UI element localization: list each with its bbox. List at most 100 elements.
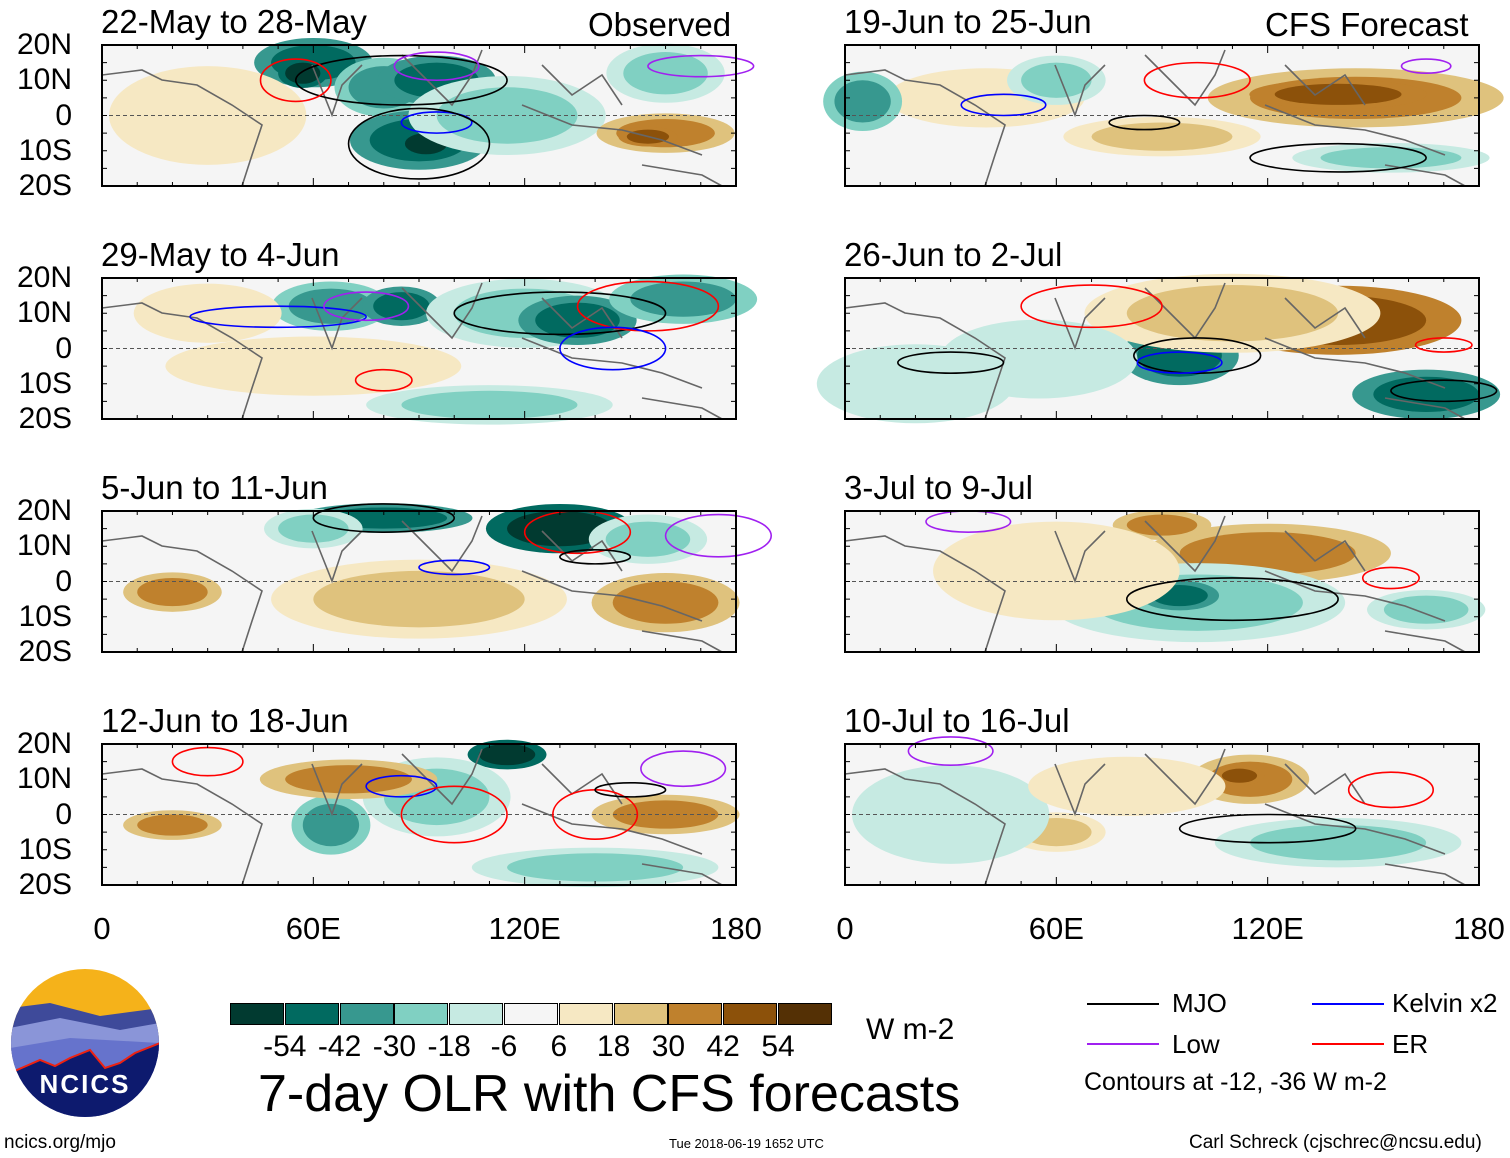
map-panel-observed-3 [101, 503, 773, 653]
colorbar-label: -6 [490, 1030, 518, 1063]
olr-anomaly-region [623, 52, 708, 95]
map-panel-observed-2 [101, 274, 758, 425]
colorbar-label: -54 [263, 1030, 307, 1063]
wave-contour [365, 774, 438, 798]
lon-label: 0 [836, 911, 854, 946]
lat-label: 10N [16, 63, 72, 97]
wave-contour [189, 305, 367, 329]
colorbar-label: 30 [651, 1030, 686, 1063]
olr-anomaly-region [154, 292, 261, 335]
observed-label: Observed [588, 6, 732, 43]
panel-title: 22-May to 28-May [101, 3, 367, 40]
wave-contour [1108, 114, 1181, 131]
olr-anomaly-region [630, 281, 737, 317]
olr-anomaly-region [834, 80, 891, 123]
lat-label: 20N [16, 727, 72, 760]
olr-anomaly-region [1056, 765, 1198, 808]
coastline [844, 49, 1466, 187]
colorbar-label: 42 [706, 1030, 740, 1063]
wave-contour [1390, 379, 1498, 403]
footer-author: Carl Schreck (cjschrec@ncsu.edu) [1189, 1132, 1482, 1153]
wave-contour [594, 781, 667, 798]
colorbar-swatch [504, 1003, 558, 1025]
legend-label-kelvin: Kelvin x2 [1392, 988, 1498, 1018]
lat-label: 0 [55, 797, 72, 831]
colorbar-swatch [284, 1003, 339, 1025]
olr-anomaly-region [137, 814, 208, 836]
wave-contour [393, 51, 480, 82]
colorbar-swatch [613, 1003, 668, 1025]
forecast-label: CFS Forecast [1265, 6, 1469, 43]
olr-anomaly-region [207, 344, 419, 388]
panel-title: 3-Jul to 9-Jul [844, 469, 1033, 506]
legend-line-low [1087, 1043, 1159, 1045]
colorbar-swatch [394, 1003, 449, 1025]
olr-anomaly-region [436, 87, 578, 144]
coastline [844, 515, 1466, 653]
wave-contour [559, 548, 632, 565]
panel-title: 5-Jun to 11-Jun [101, 469, 328, 506]
panel-title: 29-May to 4-Jun [101, 236, 340, 273]
colorbar-swatch [558, 1003, 613, 1025]
olr-anomaly-region [1383, 595, 1469, 624]
colorbar-label: 18 [596, 1030, 631, 1063]
legend-label-mjo: MJO [1172, 988, 1227, 1018]
olr-anomaly-region [605, 521, 691, 557]
wave-contour [907, 736, 994, 766]
coastline [101, 282, 723, 420]
wave-contour [640, 750, 727, 788]
lat-label: 0 [55, 98, 72, 132]
colorbar-swatch [339, 1003, 394, 1025]
lat-label: 10N [16, 762, 72, 796]
lat-label: 20S [18, 169, 72, 202]
svg-text:NCICS: NCICS [40, 1069, 131, 1099]
olr-anomaly-region [288, 288, 374, 324]
legend-label-low: Low [1172, 1029, 1220, 1059]
colorbar-swatch [723, 1003, 778, 1025]
wave-contour [647, 54, 755, 78]
olr-anomaly-region [968, 535, 1145, 607]
colorbar-swatch [449, 1003, 504, 1025]
colorbar-label: -18 [427, 1030, 471, 1063]
wave-contour [664, 513, 773, 558]
footer-timestamp: Tue 2018-06-19 1652 UTC [669, 1136, 824, 1151]
olr-anomaly-region [1373, 376, 1479, 412]
lon-label: 120E [1231, 911, 1304, 946]
wave-contour [1178, 813, 1357, 844]
colorbar-label: 6 [550, 1030, 568, 1063]
olr-anomaly-region [612, 581, 719, 624]
wave-contour [1400, 58, 1452, 74]
olr-anomaly-region [1091, 122, 1233, 151]
olr-anomaly-region [401, 390, 578, 419]
lat-label: 10S [18, 599, 72, 633]
wave-contour [259, 58, 332, 103]
lat-label: 0 [55, 564, 72, 598]
map-panel-forecast-2 [816, 273, 1501, 424]
colorbar-swatch [778, 1003, 832, 1025]
map-panel-forecast-3 [844, 510, 1486, 653]
lat-label: 20S [18, 635, 72, 668]
wave-contour [294, 54, 508, 106]
lat-label: 10S [18, 133, 72, 167]
lon-label: 0 [93, 911, 111, 946]
coastline [844, 748, 1466, 886]
lon-label: 180 [710, 911, 762, 946]
olr-anomaly-region [507, 853, 684, 882]
wave-contour [576, 280, 720, 332]
figure-title: 7-day OLR with CFS forecasts [258, 1065, 961, 1123]
lon-label: 180 [1453, 911, 1505, 946]
wave-contour [897, 351, 1005, 374]
footer-site[interactable]: ncics.org/mjo [4, 1132, 116, 1153]
colorbar-label: -30 [372, 1030, 417, 1063]
wave-contour [1249, 142, 1427, 173]
olr-anomaly-region [1274, 83, 1402, 105]
lat-label: 20S [18, 868, 72, 901]
wave-contour [418, 559, 491, 576]
lat-label: 10N [16, 529, 72, 563]
lon-label: 60E [285, 911, 341, 946]
colorbar-units: W m-2 [866, 1013, 955, 1046]
coastline [101, 748, 723, 886]
lat-label: 20S [18, 402, 72, 435]
olr-anomaly-region [285, 765, 412, 794]
lon-label: 60E [1028, 911, 1084, 946]
